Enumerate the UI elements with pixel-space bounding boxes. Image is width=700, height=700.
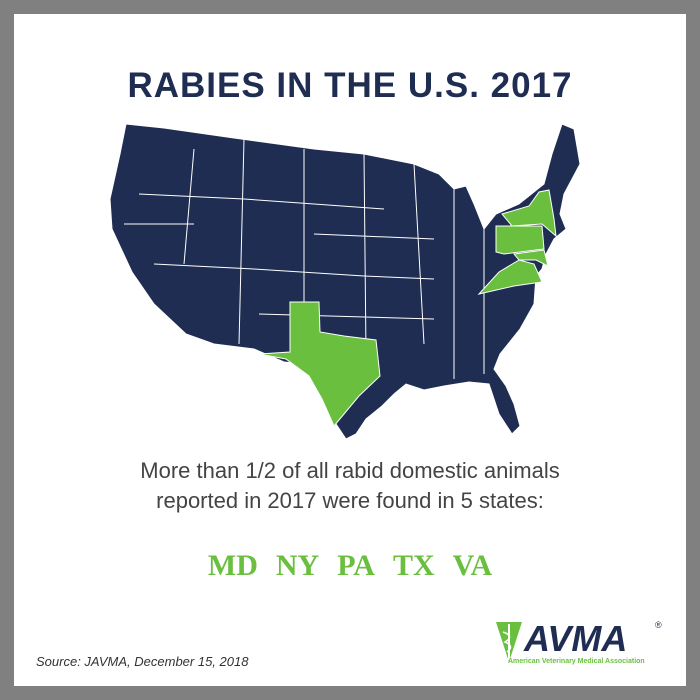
us-map [109, 123, 581, 440]
state-list: MD NY PA TX VA [14, 549, 686, 583]
state: VA [452, 549, 493, 582]
logo-name: AVMA [524, 618, 628, 659]
state: PA [337, 549, 375, 582]
logo-registered: ® [655, 620, 662, 630]
virginia [477, 259, 543, 295]
infographic: RABIES IN THE U.S. 2017 More than 1/2 of… [14, 14, 686, 686]
title: RABIES IN THE U.S. 2017 [127, 66, 573, 105]
pennsylvania [495, 225, 545, 255]
maryland [513, 249, 549, 267]
state: NY [275, 549, 320, 582]
state: TX [392, 549, 435, 582]
new-york [501, 189, 557, 238]
state-borders [124, 138, 485, 379]
description-line: More than 1/2 of all rabid domestic anim… [140, 458, 560, 483]
state: MD [207, 549, 258, 582]
texas [258, 301, 381, 427]
logo-icon [496, 622, 522, 662]
description-line: reported in 2017 were found in 5 states: [156, 488, 544, 513]
source: Source: JAVMA, December 15, 2018 [36, 654, 249, 669]
logo-tagline: American Veterinary Medical Association [508, 658, 645, 665]
